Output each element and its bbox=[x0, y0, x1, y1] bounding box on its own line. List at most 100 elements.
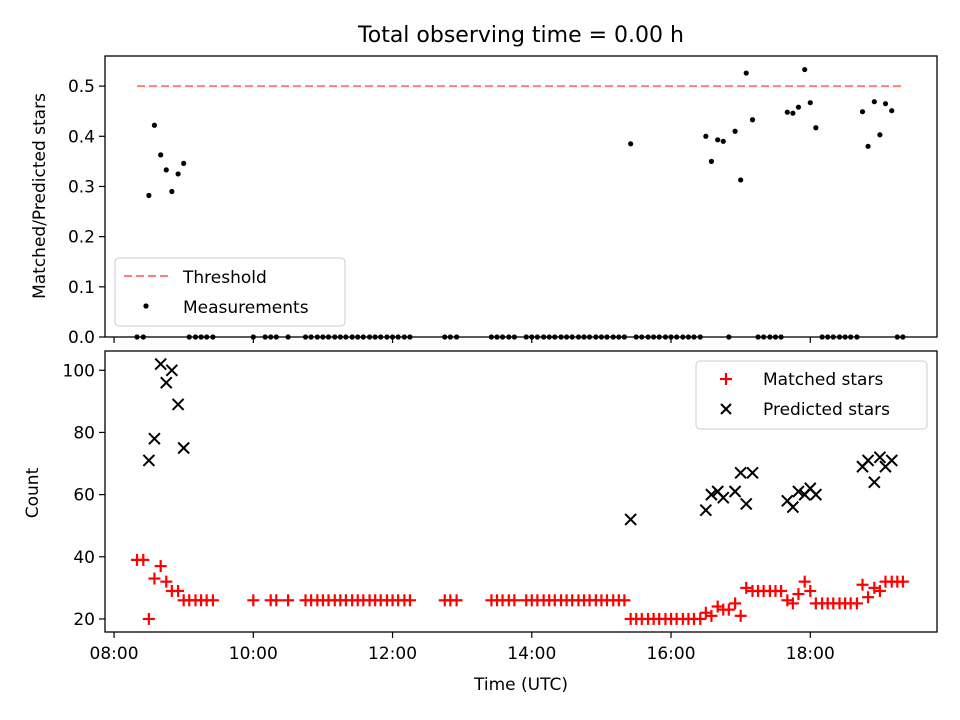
x-axis-label: Time (UTC) bbox=[473, 675, 568, 695]
predicted-star-marker bbox=[160, 376, 173, 389]
measurement-point bbox=[628, 141, 634, 147]
measurement-point bbox=[871, 99, 877, 105]
matched-star-marker bbox=[403, 594, 416, 607]
measurement-point bbox=[790, 110, 796, 116]
matched-star-marker bbox=[896, 575, 909, 588]
measurement-point bbox=[813, 125, 819, 131]
matched-star-marker bbox=[729, 597, 742, 610]
count-y-tick-label: 40 bbox=[73, 548, 95, 568]
matched-star-marker bbox=[850, 597, 863, 610]
matched-star-marker bbox=[508, 594, 521, 607]
measurement-point bbox=[743, 70, 749, 76]
predicted-star-marker bbox=[728, 485, 742, 498]
x-tick-label: 18:00 bbox=[786, 644, 835, 664]
matched-star-marker bbox=[137, 553, 150, 566]
measurement-point bbox=[865, 143, 871, 149]
measurement-point bbox=[738, 177, 744, 183]
ratio-legend-box bbox=[114, 257, 346, 327]
ratio-y-tick-label: 0.2 bbox=[68, 228, 95, 248]
measurement-point bbox=[859, 109, 866, 115]
chart-title: Total observing time = 0.00 h bbox=[357, 23, 684, 48]
count-panel: Count Time (UTC) 20 40 60 80 100 08:00 10:00 1… bbox=[23, 350, 938, 695]
count-y-tick-label: 80 bbox=[73, 423, 95, 443]
ratio-plot-frame bbox=[104, 55, 938, 338]
matched-star-marker bbox=[792, 588, 805, 601]
predicted-star-marker bbox=[142, 454, 156, 467]
measurement-point bbox=[889, 108, 895, 114]
measurement-point bbox=[882, 101, 889, 107]
predicted-star-marker bbox=[624, 513, 637, 526]
ratio-y-tick-label: 0.4 bbox=[68, 127, 95, 147]
measurement-point bbox=[795, 104, 802, 110]
predicted-star-marker bbox=[873, 451, 887, 464]
ratio-y-ticks: 0.0 0.1 0.2 0.3 0.4 0.5 bbox=[68, 77, 105, 348]
matched-star-marker bbox=[148, 572, 161, 585]
matched-star-marker bbox=[618, 594, 631, 607]
matched-star-marker bbox=[450, 594, 463, 607]
matched-star-marker bbox=[172, 584, 185, 597]
predicted-stars-points bbox=[142, 357, 898, 526]
x-tick-label: 16:00 bbox=[647, 644, 696, 664]
ratio-y-tick-label: 0.3 bbox=[68, 177, 95, 197]
predicted-star-marker bbox=[734, 466, 747, 480]
count-legend: Matched stars Predicted stars bbox=[695, 360, 928, 430]
matched-star-marker bbox=[160, 575, 173, 588]
predicted-star-marker bbox=[786, 500, 800, 514]
legend-predicted-swatch bbox=[720, 403, 732, 415]
predicted-star-marker bbox=[177, 441, 190, 455]
matched-star-marker bbox=[798, 575, 811, 588]
predicted-star-marker bbox=[717, 491, 730, 504]
matched-star-marker bbox=[775, 584, 788, 597]
measurement-point bbox=[749, 117, 756, 123]
x-tick-label: 10:00 bbox=[229, 644, 278, 664]
count-y-ticks: 20 40 60 80 100 bbox=[63, 361, 105, 630]
predicted-star-marker bbox=[868, 475, 881, 489]
matched-star-marker bbox=[862, 591, 875, 604]
measurement-point bbox=[181, 160, 187, 166]
predicted-star-marker bbox=[148, 432, 161, 445]
measurement-point bbox=[169, 188, 175, 195]
predicted-star-marker bbox=[705, 488, 718, 501]
predicted-star-marker bbox=[885, 454, 898, 467]
matched-star-marker bbox=[873, 584, 886, 597]
predicted-star-marker bbox=[171, 398, 185, 411]
predicted-star-marker bbox=[165, 364, 179, 377]
matched-stars-points bbox=[131, 553, 909, 625]
measurement-point bbox=[703, 133, 709, 139]
measurement-point bbox=[807, 100, 813, 106]
legend-predicted-label: Predicted stars bbox=[763, 400, 890, 420]
x-tick-label: 12:00 bbox=[368, 644, 417, 664]
matched-star-marker bbox=[142, 612, 155, 625]
measurement-point bbox=[715, 137, 721, 143]
measurement-point bbox=[151, 122, 158, 128]
measurement-point bbox=[720, 138, 726, 144]
count-y-tick-label: 20 bbox=[73, 610, 95, 630]
predicted-star-marker bbox=[154, 357, 167, 371]
matched-star-marker bbox=[734, 609, 747, 622]
matched-star-marker bbox=[247, 594, 260, 607]
predicted-star-marker bbox=[792, 485, 805, 498]
matched-star-marker bbox=[740, 581, 753, 594]
ratio-panel: Total observing time = 0.00 h Matched/Pr… bbox=[30, 23, 938, 348]
ratio-y-tick-label: 0.0 bbox=[68, 328, 95, 348]
measurement-point bbox=[146, 192, 152, 199]
measurement-point bbox=[877, 132, 883, 138]
measurement-point bbox=[158, 152, 164, 158]
predicted-star-marker bbox=[861, 454, 875, 467]
predicted-star-marker bbox=[746, 466, 759, 480]
x-tick-label: 14:00 bbox=[507, 644, 556, 664]
matched-star-marker bbox=[270, 594, 283, 607]
matched-star-marker bbox=[282, 594, 295, 607]
x-tick-label: 08:00 bbox=[90, 644, 139, 664]
ratio-y-tick-label: 0.1 bbox=[68, 278, 95, 298]
count-plot-frame bbox=[104, 350, 938, 633]
count-y-tick-label: 100 bbox=[63, 361, 95, 381]
measurement-point bbox=[732, 128, 738, 134]
count-x-ticks: 08:00 10:00 12:00 14:00 16:00 18:00 bbox=[90, 632, 835, 664]
predicted-star-marker bbox=[809, 488, 823, 501]
legend-threshold-label: Threshold bbox=[182, 268, 267, 288]
count-y-tick-label: 60 bbox=[73, 486, 95, 506]
measurement-point bbox=[802, 66, 808, 73]
